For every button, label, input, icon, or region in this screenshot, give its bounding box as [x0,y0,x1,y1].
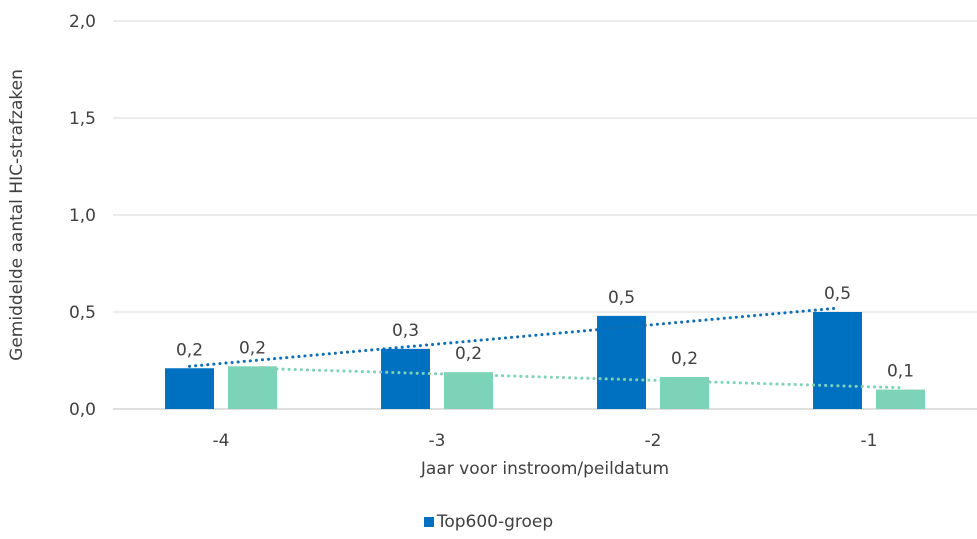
data-label: 0,1 [887,362,914,382]
y-tick-label: 1,5 [69,109,96,129]
trendline-series-0 [188,306,839,368]
y-tick-label: 0,5 [69,303,96,323]
bar-series-0-cat-3 [813,312,862,409]
x-tick-label: -2 [645,431,662,451]
legend: Top600-groep [0,512,977,532]
bar-series-0-cat-1 [381,348,430,409]
bar-series-1-cat-3 [876,389,925,409]
bar-series-1-cat-1 [444,372,493,409]
y-axis-title: Gemiddelde aantal HIC-strafzaken [7,69,27,361]
data-label: 0,2 [455,344,482,364]
data-label: 0,5 [824,284,851,304]
trendlines [188,306,902,390]
data-label: 0,5 [608,288,635,308]
trendline-series-1 [251,366,902,390]
bars [165,312,925,409]
data-label: 0,3 [392,321,419,341]
y-tick-label: 1,0 [69,206,96,226]
bar-series-0-cat-0 [165,368,214,409]
legend-swatch-top600 [423,517,434,527]
y-tick-label: 2,0 [69,12,96,32]
data-labels: 0,2 0,2 0,3 0,2 0,5 0,2 0,5 0,1 [176,284,914,382]
x-tick-labels: -4 -3 -2 -1 [213,431,878,451]
data-label: 0,2 [239,338,266,358]
x-axis-title: Jaar voor instroom/peildatum [420,459,669,479]
x-tick-label: -4 [213,431,230,451]
bar-series-0-cat-2 [597,315,646,409]
x-tick-label: -1 [861,431,878,451]
legend-label-top600: Top600-groep [436,512,554,532]
data-label: 0,2 [176,340,203,360]
y-tick-label: 0,0 [69,400,96,420]
x-tick-label: -3 [429,431,446,451]
y-tick-labels: 0,0 0,5 1,0 1,5 2,0 [69,12,96,420]
data-label: 0,2 [671,349,698,369]
bar-series-1-cat-0 [228,366,277,409]
